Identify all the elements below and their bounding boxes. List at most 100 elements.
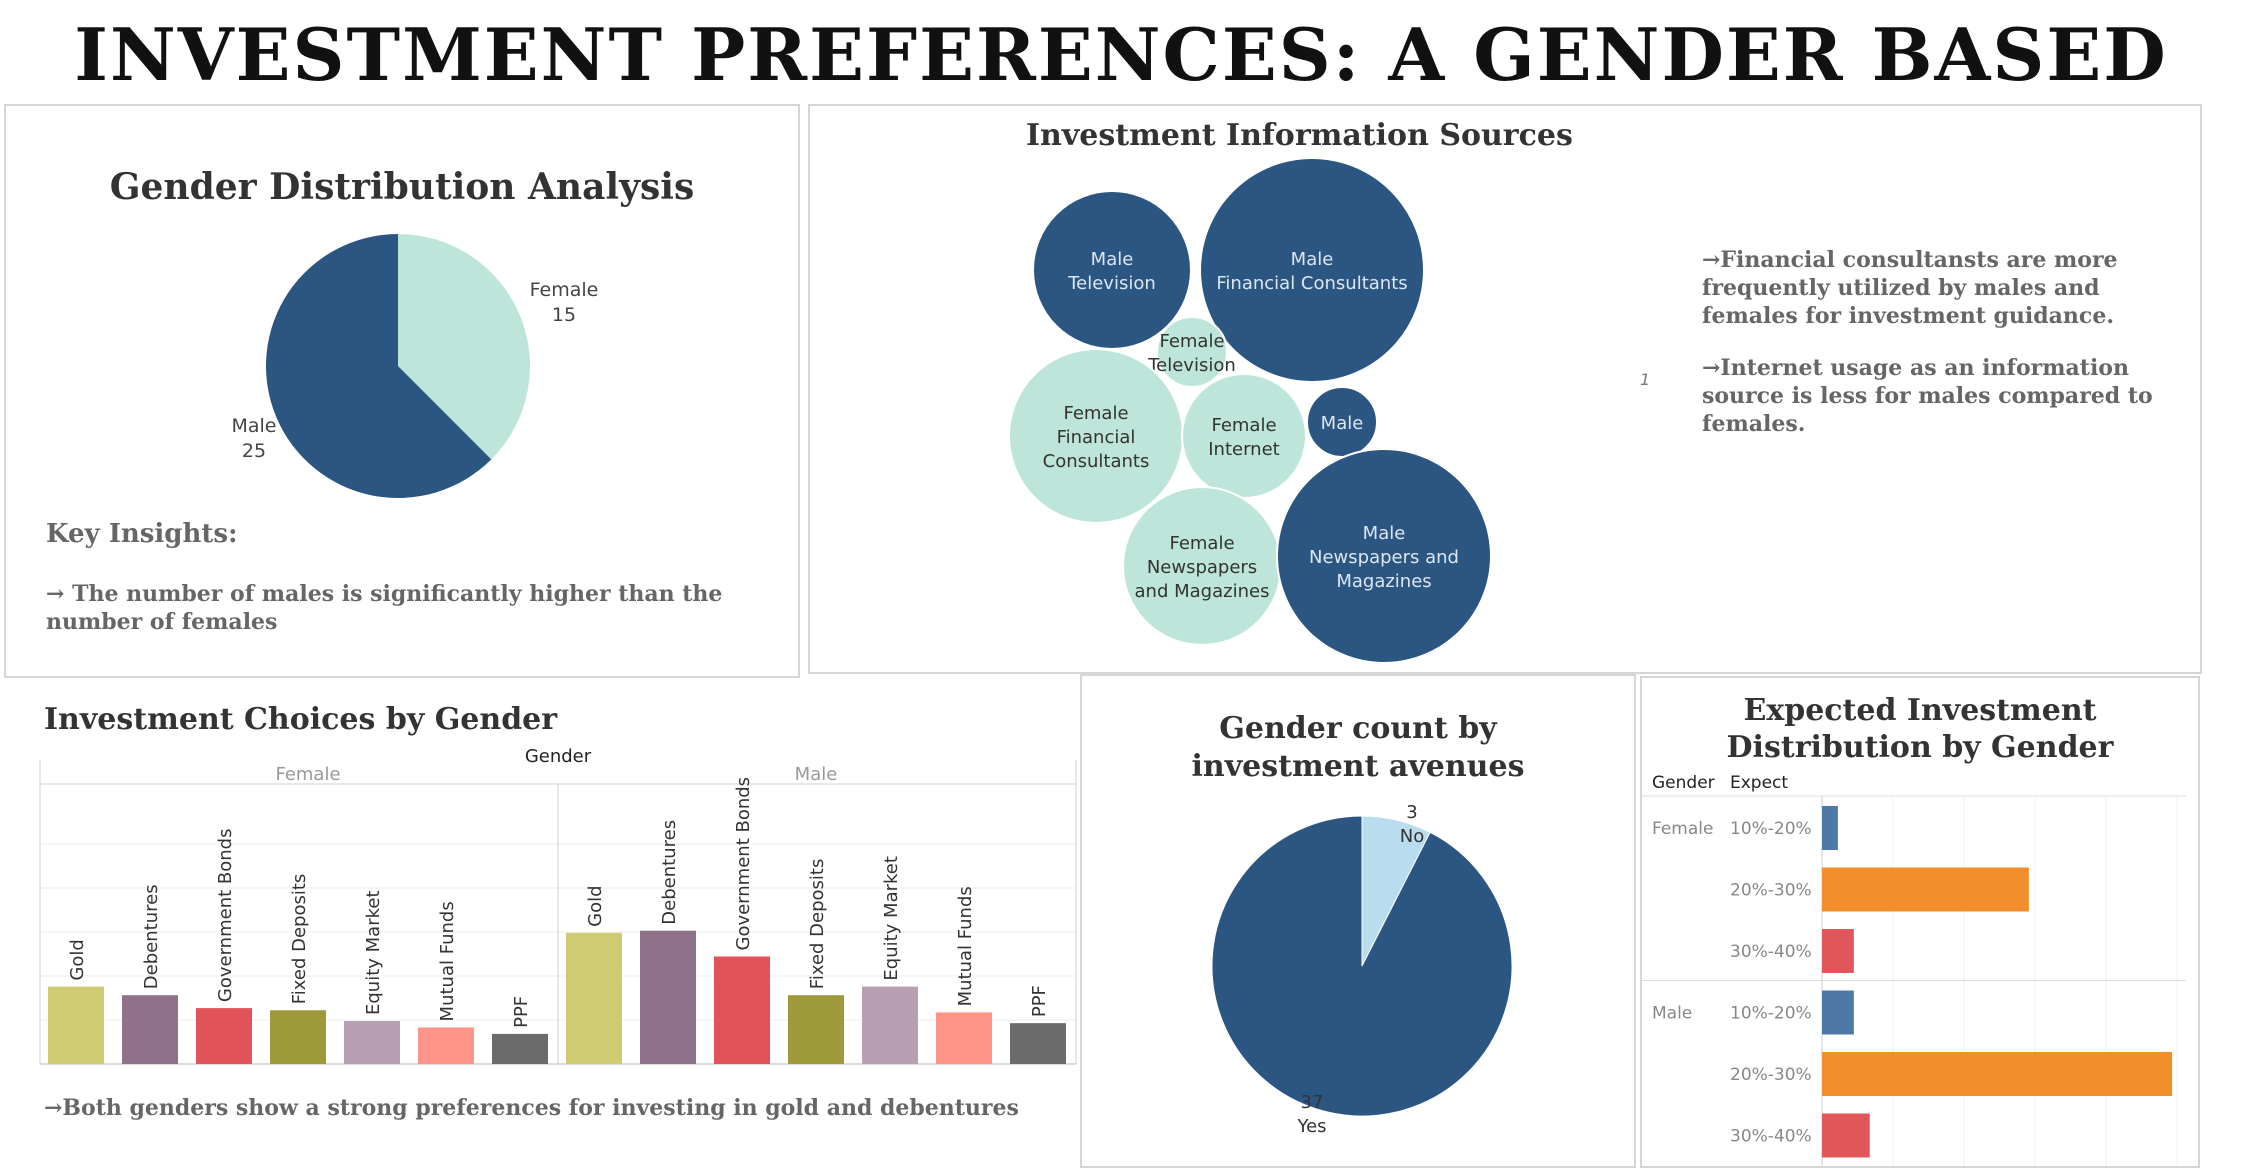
bar-label: Debentures — [659, 820, 680, 925]
col-header-gender: Gender — [1652, 773, 1715, 793]
bar-label: PPF — [1029, 985, 1050, 1017]
source-bubble-label: Newspapers — [1147, 557, 1257, 578]
pane-label-male: Male — [795, 764, 838, 785]
bar-label: Gold — [585, 885, 606, 926]
pie-value-female: 15 — [552, 304, 576, 326]
gender-distribution-title: Gender Distribution Analysis — [109, 166, 695, 208]
source-bubble-label: Consultants — [1043, 451, 1150, 472]
gender-distribution-panel: Gender Distribution Analysis Female 15 Mal… — [4, 104, 800, 678]
source-bubble-label: Financial — [1057, 427, 1136, 448]
bar-female-ppf — [492, 1033, 548, 1064]
bar-label: Government Bonds — [733, 777, 754, 951]
bar-male-gold — [566, 932, 622, 1064]
pie-slice-male — [266, 234, 492, 498]
bar-female-government-bonds — [196, 1008, 252, 1064]
bar-label: Mutual Funds — [437, 901, 458, 1021]
bar-label: Mutual Funds — [955, 886, 976, 1006]
source-bubble-label: Television — [1147, 355, 1236, 376]
gender-pie-chart: Female 15 Male 25 — [231, 234, 599, 498]
stray-mark: 1 — [1640, 370, 1651, 389]
bar-female-debentures — [122, 995, 178, 1064]
key-insights-heading: Key Insights: — [46, 519, 238, 549]
bar-label: Fixed Deposits — [289, 874, 310, 1005]
source-bubble-label: Female — [1169, 533, 1234, 554]
source-bubble-label: Magazines — [1336, 571, 1431, 592]
source-bubble-label: Male — [1291, 249, 1334, 270]
sources-note-1: →Financial consultansts are more frequen… — [1702, 247, 2118, 329]
expected-distribution-title: Expected Investment Distribution by Gend… — [1726, 693, 2114, 765]
investment-avenues-panel: Gender count by investment avenues 3 No 37… — [1080, 674, 1636, 1168]
expected-distribution-panel: Expected Investment Distribution by Gend… — [1640, 676, 2200, 1168]
source-bubble-1 — [1199, 157, 1425, 383]
investment-choices-bar-chart: Gender Female Gold Debentures Government Bon… — [39, 746, 1077, 1065]
sources-note-2: →Internet usage as an information source… — [1702, 355, 2153, 437]
group-label-female: Female — [1652, 819, 1713, 839]
pie-value-yes: 37 — [1301, 1092, 1324, 1113]
bar-male-30-40 — [1822, 1113, 1870, 1158]
source-bubble-label: Female — [1211, 415, 1276, 436]
bar-label: Government Bonds — [215, 829, 236, 1003]
source-bubble-label: Female — [1159, 331, 1224, 352]
bar-female-fixed-deposits — [270, 1010, 326, 1064]
source-bubble-7 — [1276, 448, 1492, 664]
pie-slice-female — [398, 234, 530, 460]
row-label: 30%-40% — [1730, 1127, 1812, 1147]
expected-distribution-bar-chart: Gender Expect Female 10%-20% 20%-30% 30%-40% M… — [1642, 773, 2186, 1166]
bar-female-equity-market — [344, 1021, 400, 1064]
bar-female-gold — [48, 986, 104, 1064]
bar-male-fixed-deposits — [788, 995, 844, 1064]
pie-value-no: 3 — [1406, 802, 1417, 823]
group-label-male: Male — [1652, 1004, 1692, 1024]
pie-label-male: Male — [231, 415, 276, 437]
pane-label-female: Female — [275, 764, 340, 785]
pie-label-yes: Yes — [1296, 1116, 1326, 1137]
bar-male-equity-market — [862, 986, 918, 1064]
source-bubble-2 — [1156, 316, 1228, 388]
bar-label: Fixed Deposits — [807, 859, 828, 990]
investment-avenues-pie-chart: 3 No 37 Yes — [1211, 802, 1513, 1137]
bar-label: PPF — [511, 996, 532, 1028]
choices-note: →Both genders show a strong preferences … — [44, 1095, 1019, 1121]
row-label: 10%-20% — [1730, 819, 1812, 839]
information-sources-panel: Investment Information Sources Male Telev… — [808, 104, 2202, 674]
source-bubble-label: Male — [1321, 413, 1364, 434]
bar-female-30-40 — [1822, 929, 1854, 973]
source-bubble-label: Female — [1063, 403, 1128, 424]
bar-male-10-20 — [1822, 990, 1854, 1035]
bar-label: Debentures — [141, 884, 162, 989]
row-label: 10%-20% — [1730, 1004, 1812, 1024]
source-bubble-label: Financial Consultants — [1216, 273, 1407, 294]
bar-female-mutual-funds — [418, 1027, 474, 1064]
row-label: 20%-30% — [1730, 1065, 1812, 1085]
bar-male-government-bonds — [714, 956, 770, 1064]
pie-label-female: Female — [530, 279, 599, 301]
source-bubble-label: Newspapers and — [1309, 547, 1459, 568]
bar-male-20-30 — [1822, 1052, 2173, 1096]
source-bubble-label: Male — [1363, 523, 1406, 544]
investment-choices-title: Investment Choices by Gender — [44, 702, 558, 737]
bar-female-20-30 — [1822, 867, 2029, 912]
bar-label: Gold — [67, 939, 88, 980]
col-header-expect: Expect — [1730, 773, 1788, 793]
source-bubble-label: Male — [1091, 249, 1134, 270]
source-bubble-4 — [1181, 373, 1307, 499]
information-sources-title: Investment Information Sources — [1026, 118, 1573, 153]
investment-choices-panel: Investment Choices by Gender Gender Femal… — [30, 690, 1080, 1140]
pie-label-no: No — [1400, 826, 1424, 847]
source-bubble-label: Internet — [1208, 439, 1279, 460]
bar-male-ppf — [1010, 1023, 1066, 1064]
bar-label: Equity Market — [363, 890, 384, 1015]
bar-label: Equity Market — [881, 856, 902, 981]
source-bubble-label: Television — [1067, 273, 1156, 294]
source-bubble-0 — [1032, 190, 1192, 350]
pie-slice-yes — [1211, 815, 1513, 1117]
pie-value-male: 25 — [242, 440, 266, 462]
gender-header: Gender — [525, 746, 592, 767]
investment-avenues-title: Gender count by investment avenues — [1191, 711, 1525, 784]
row-label: 30%-40% — [1730, 942, 1812, 962]
bar-female-10-20 — [1822, 806, 1838, 850]
information-sources-bubble-chart: Male Television Male Financial Consultants F… — [1008, 157, 1492, 664]
bar-male-debentures — [640, 930, 696, 1064]
gender-insight-text: → The number of males is significantly h… — [46, 581, 723, 635]
source-bubble-label: and Magazines — [1135, 581, 1270, 602]
